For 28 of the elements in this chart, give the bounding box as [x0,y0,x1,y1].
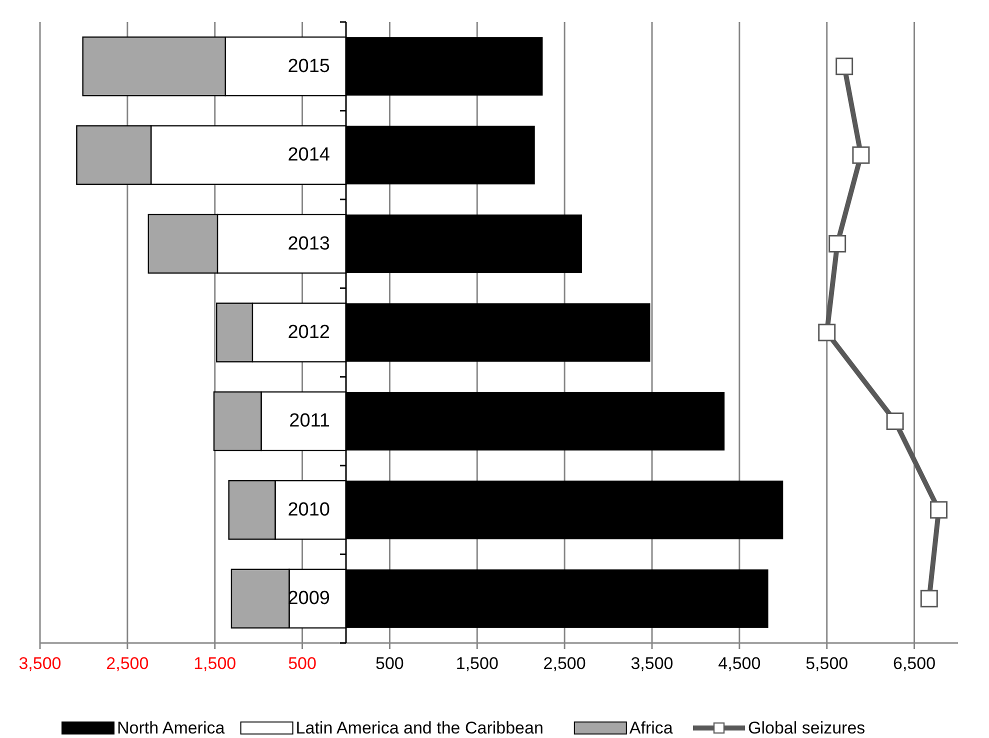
x-tick-label: 3,500 [630,654,674,673]
y-tick-label: 2013 [288,233,330,254]
x-tick-label: 500 [288,654,316,673]
y-tick-label: 2010 [288,499,330,520]
legend-label: Global seizures [748,718,866,738]
legend-label: North America [117,718,226,738]
legend-label: Latin America and the Caribbean [296,718,544,738]
point [818,324,836,342]
y-tick-label: 2014 [288,144,330,166]
point [828,235,846,253]
x-tick-label: 2,500 [106,654,149,673]
x-tick-label: 2,500 [543,654,586,673]
x-tick-label: 4,500 [718,654,761,673]
x-tick-label: 1,500 [456,654,498,673]
point [930,501,948,519]
point [886,412,904,430]
x-tick-label: 5,500 [806,654,848,673]
point [852,146,870,164]
x-tick-label: 500 [376,654,404,673]
x-tick-label: 6,500 [893,654,936,673]
x-tick-label: 3,500 [18,654,62,673]
y-tick-label: 2015 [288,56,330,77]
y-tick-label: 2012 [288,322,330,343]
x-tick-label: 1,500 [194,654,236,673]
point [836,58,854,76]
point [920,590,938,608]
legend-label: Africa [629,718,674,738]
y-tick-label: 2011 [289,410,330,432]
